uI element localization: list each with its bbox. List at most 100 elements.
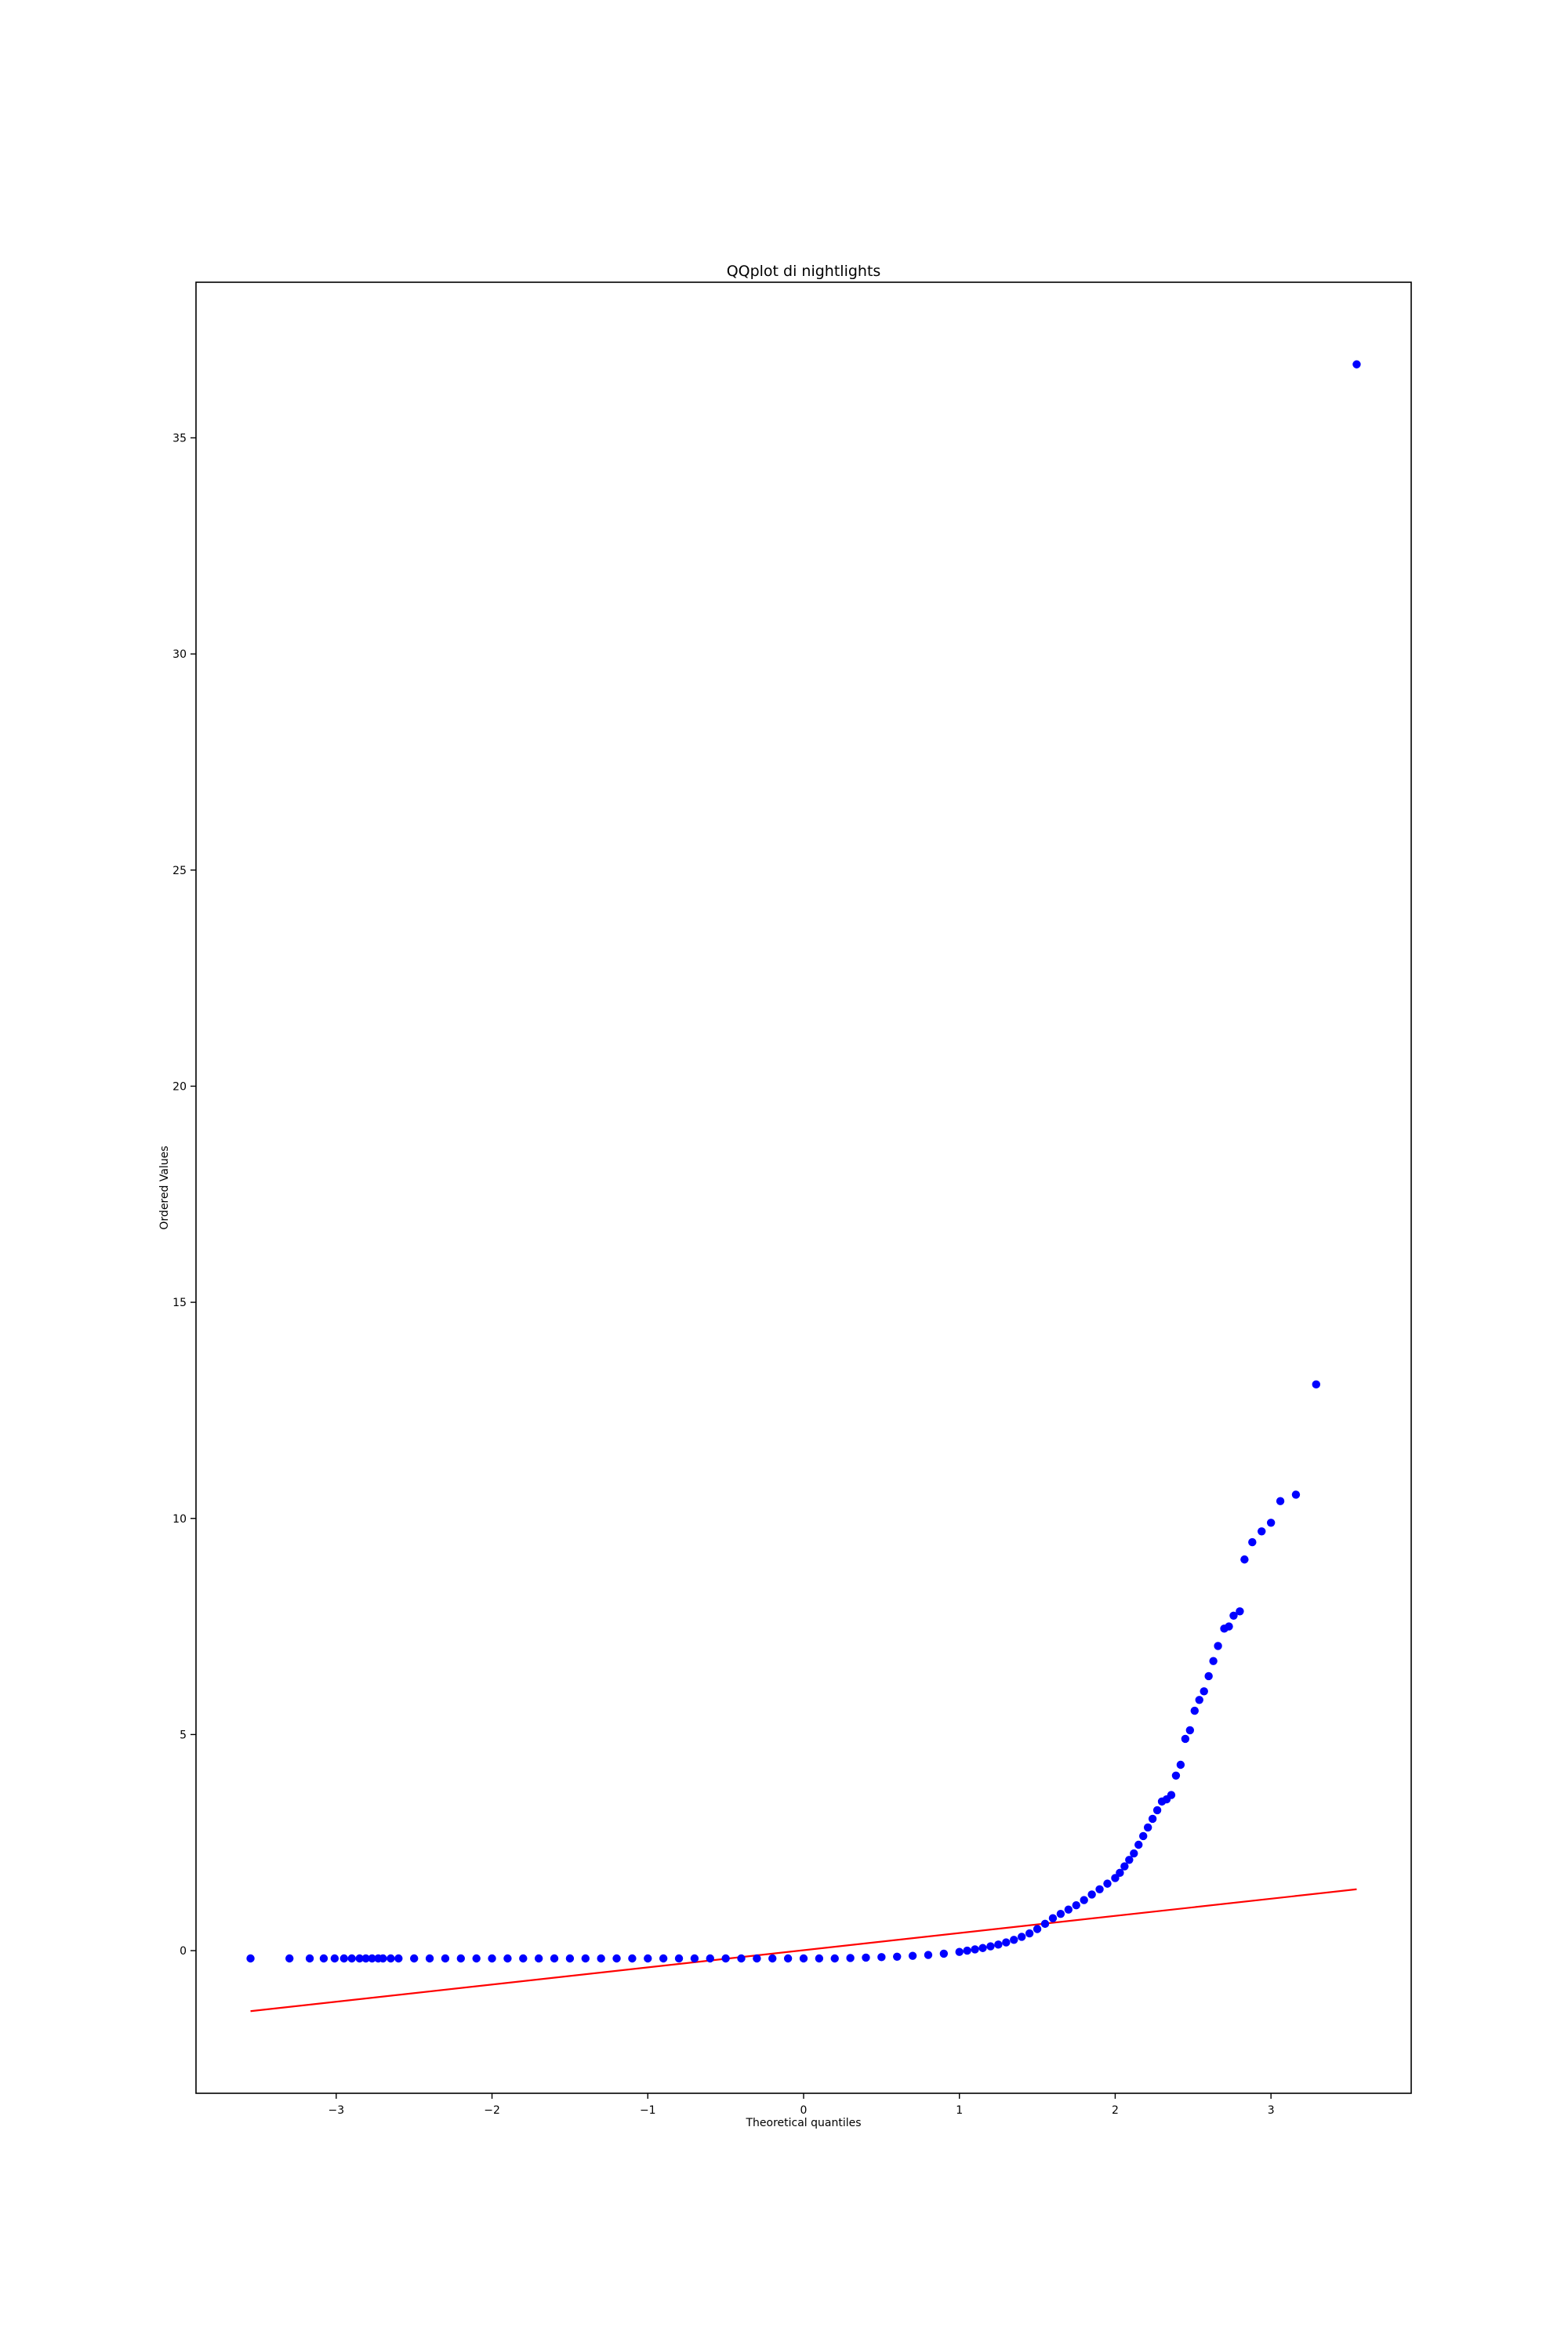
data-point	[1002, 1938, 1011, 1947]
data-point	[1095, 1885, 1104, 1893]
data-point	[565, 1954, 575, 1963]
data-point	[441, 1954, 450, 1963]
data-point	[830, 1954, 839, 1963]
x-tick-label: 3	[1268, 2104, 1275, 2117]
data-point	[924, 1951, 933, 1959]
data-point	[1240, 1555, 1249, 1564]
data-point	[1080, 1896, 1088, 1904]
data-point	[1130, 1849, 1138, 1858]
data-point	[908, 1951, 917, 1960]
data-point	[1048, 1914, 1058, 1922]
data-point	[1148, 1814, 1157, 1824]
data-point	[339, 1954, 348, 1963]
data-point	[644, 1954, 652, 1963]
data-point	[410, 1954, 419, 1963]
data-point	[1204, 1671, 1213, 1681]
x-tick-label: −3	[328, 2104, 345, 2117]
y-tick-label: 20	[172, 1080, 187, 1093]
data-point	[1010, 1936, 1018, 1944]
data-point	[986, 1942, 995, 1951]
data-point	[939, 1949, 949, 1958]
data-point	[799, 1954, 808, 1963]
data-point	[1185, 1726, 1195, 1735]
y-axis-ticks: 0 5 10 15 20 25 30 35	[172, 432, 196, 1958]
x-axis-label: Theoretical quantiles	[745, 2117, 861, 2129]
data-point	[690, 1954, 699, 1963]
data-point	[456, 1954, 466, 1963]
data-point	[597, 1954, 605, 1963]
data-point	[246, 1954, 255, 1963]
data-point	[1352, 360, 1361, 368]
data-point	[706, 1954, 714, 1963]
data-point	[1087, 1890, 1096, 1899]
x-tick-label: 0	[800, 2104, 808, 2117]
y-tick-label: 15	[172, 1297, 187, 1309]
data-point	[1134, 1840, 1143, 1849]
fit-line-layer	[250, 1888, 1357, 2013]
y-tick-label: 5	[180, 1729, 187, 1741]
data-point	[519, 1954, 528, 1963]
data-point	[503, 1954, 512, 1963]
data-point	[361, 1954, 370, 1963]
data-point	[612, 1954, 621, 1963]
data-point	[368, 1954, 376, 1963]
data-point	[1056, 1910, 1065, 1918]
data-point	[1064, 1905, 1073, 1914]
data-point	[1139, 1831, 1148, 1841]
x-tick-label: 2	[1112, 2104, 1119, 2117]
x-axis-ticks: −3 −2 −1 0 1 2 3	[328, 2093, 1275, 2117]
data-point	[1181, 1734, 1190, 1744]
data-point	[1276, 1497, 1285, 1505]
data-point	[737, 1954, 746, 1963]
data-point	[379, 1954, 387, 1963]
data-point	[893, 1952, 902, 1961]
data-point	[1266, 1519, 1276, 1527]
data-point	[1229, 1611, 1238, 1620]
data-point	[628, 1954, 637, 1963]
data-point	[1018, 1933, 1026, 1941]
y-tick-label: 35	[172, 432, 187, 445]
data-point	[1120, 1862, 1129, 1871]
data-point	[1236, 1607, 1244, 1616]
data-point	[721, 1954, 730, 1963]
data-point	[550, 1954, 559, 1963]
data-point	[963, 1946, 971, 1955]
data-point	[862, 1953, 870, 1962]
data-point	[815, 1954, 824, 1963]
data-point	[783, 1954, 793, 1963]
data-point	[1103, 1879, 1112, 1888]
data-point	[285, 1954, 294, 1963]
data-point	[319, 1954, 328, 1963]
data-point	[1040, 1919, 1050, 1929]
data-point	[1195, 1696, 1203, 1704]
data-point	[1291, 1490, 1301, 1499]
data-point	[1143, 1823, 1152, 1832]
data-point	[1116, 1868, 1124, 1878]
data-points-layer	[246, 360, 1361, 1963]
data-point	[1111, 1874, 1120, 1882]
data-point	[955, 1947, 964, 1956]
y-tick-label: 10	[172, 1513, 187, 1526]
x-tick-label: −2	[484, 2104, 500, 2117]
data-point	[330, 1954, 339, 1963]
data-point	[581, 1954, 590, 1963]
data-point	[1225, 1622, 1233, 1631]
data-point	[305, 1954, 314, 1963]
data-point	[846, 1954, 855, 1962]
data-point	[1033, 1925, 1042, 1933]
data-point	[659, 1954, 668, 1963]
data-point	[877, 1953, 886, 1962]
data-point	[534, 1954, 543, 1963]
data-point	[674, 1954, 684, 1963]
data-point	[1190, 1706, 1199, 1715]
data-point	[1125, 1856, 1134, 1864]
data-point	[387, 1954, 395, 1963]
data-point	[768, 1954, 777, 1963]
y-tick-label: 25	[172, 865, 187, 877]
data-point	[1209, 1657, 1218, 1665]
data-point	[971, 1945, 979, 1954]
data-point	[994, 1940, 1003, 1949]
x-tick-label: 1	[956, 2104, 963, 2117]
